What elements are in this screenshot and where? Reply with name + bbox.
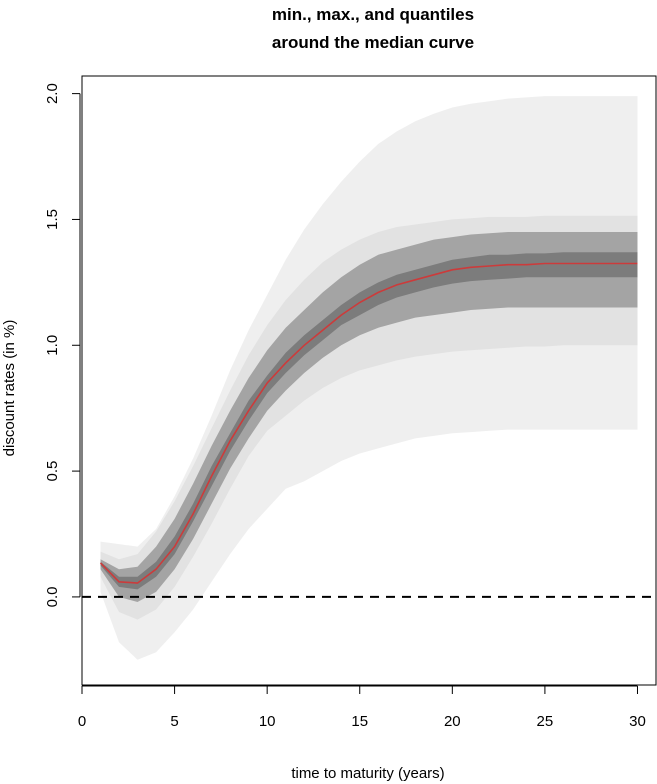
- y-axis-label: discount rates (in %): [1, 320, 18, 457]
- x-tick-label: 5: [170, 713, 178, 730]
- x-axis-label: time to maturity (years): [291, 765, 444, 782]
- chart-title-line-2: around the median curve: [272, 33, 474, 52]
- quantile-bands: [100, 96, 638, 660]
- x-axis: 0 5 10 15 20 25 30: [78, 685, 646, 730]
- x-tick-label: 30: [629, 713, 646, 730]
- y-tick-label: 1.5: [44, 209, 61, 230]
- x-tick-label: 20: [444, 713, 461, 730]
- median-line: [99, 262, 638, 584]
- x-tick-label: 0: [78, 713, 86, 730]
- x-tick-label: 25: [537, 713, 554, 730]
- x-tick-label: 10: [259, 713, 276, 730]
- y-tick-label: 0.0: [44, 586, 61, 607]
- y-tick-label: 0.5: [44, 461, 61, 482]
- y-tick-label: 2.0: [44, 83, 61, 104]
- y-axis: 0.0 0.5 1.0 1.5 2.0: [44, 83, 81, 607]
- chart-title-line-1: min., max., and quantiles: [272, 5, 474, 24]
- median-curve: [99, 262, 638, 584]
- band-outer-quantiles: [100, 215, 638, 620]
- chart-title: min., max., and quantiles around the med…: [272, 5, 474, 52]
- plot-frame: [81, 75, 657, 686]
- y-tick-label: 1.0: [44, 335, 61, 356]
- x-tick-label: 15: [351, 713, 368, 730]
